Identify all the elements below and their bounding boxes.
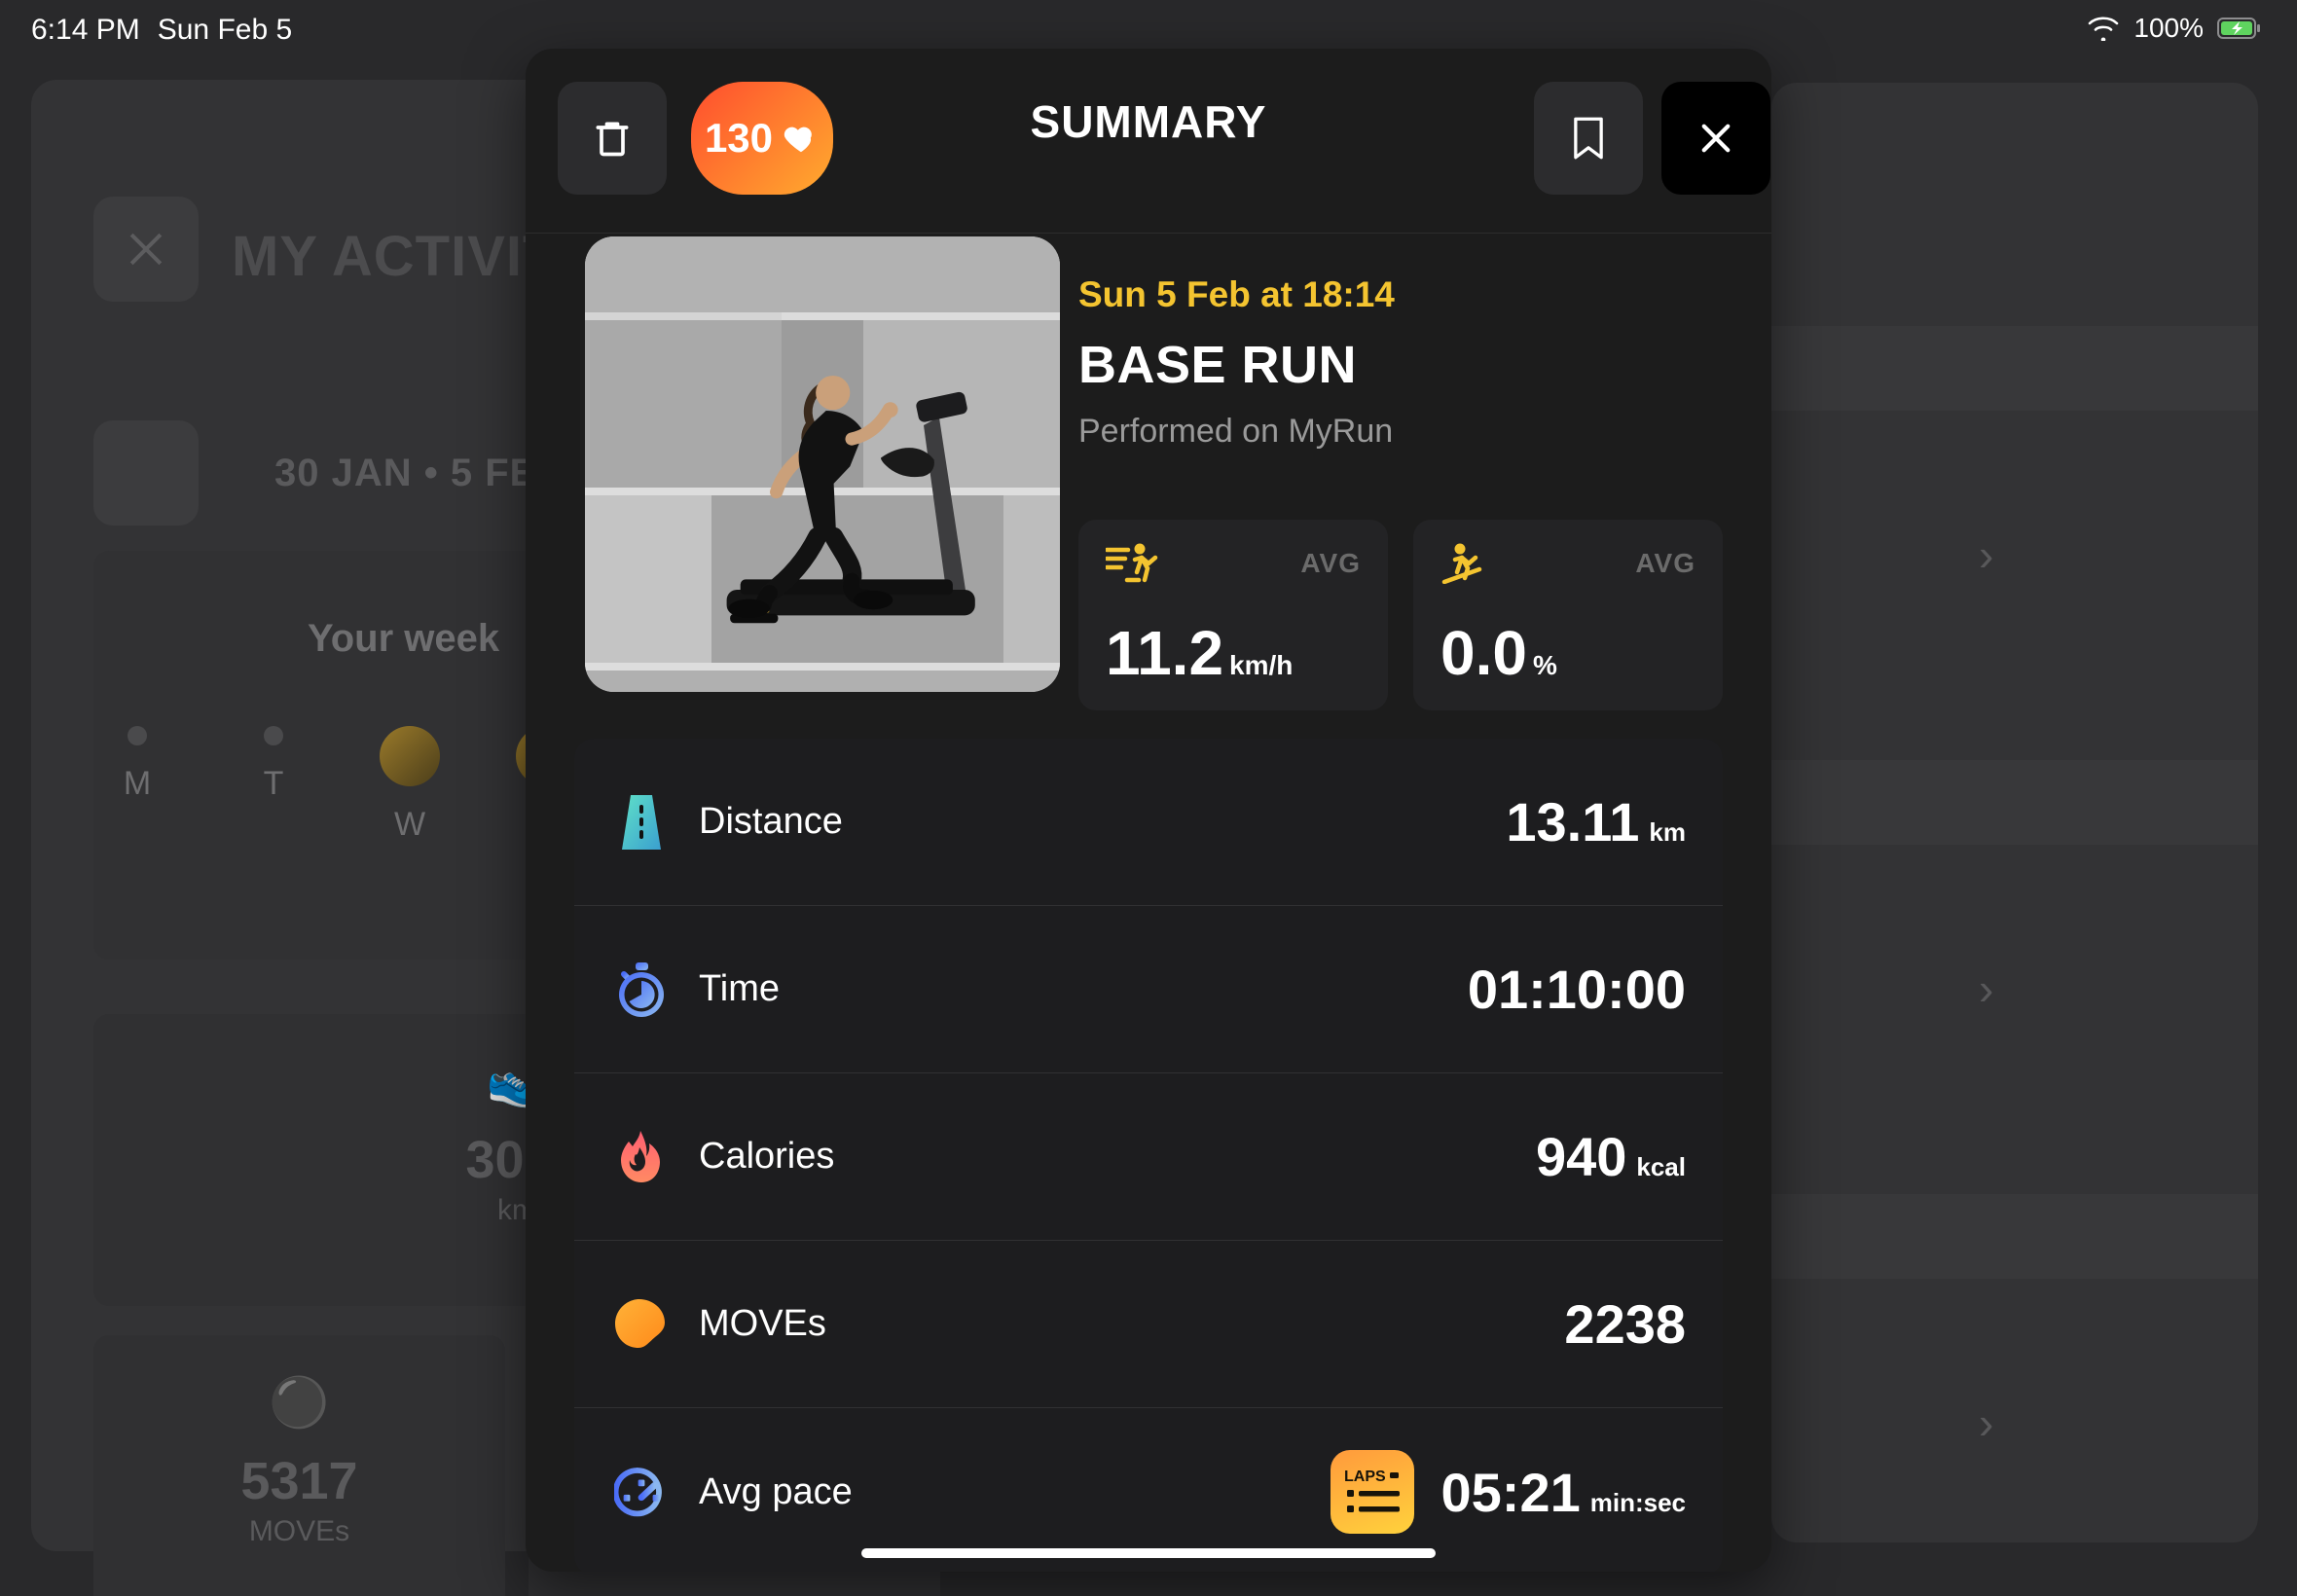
svg-text:LAPS: LAPS <box>1344 1469 1386 1485</box>
